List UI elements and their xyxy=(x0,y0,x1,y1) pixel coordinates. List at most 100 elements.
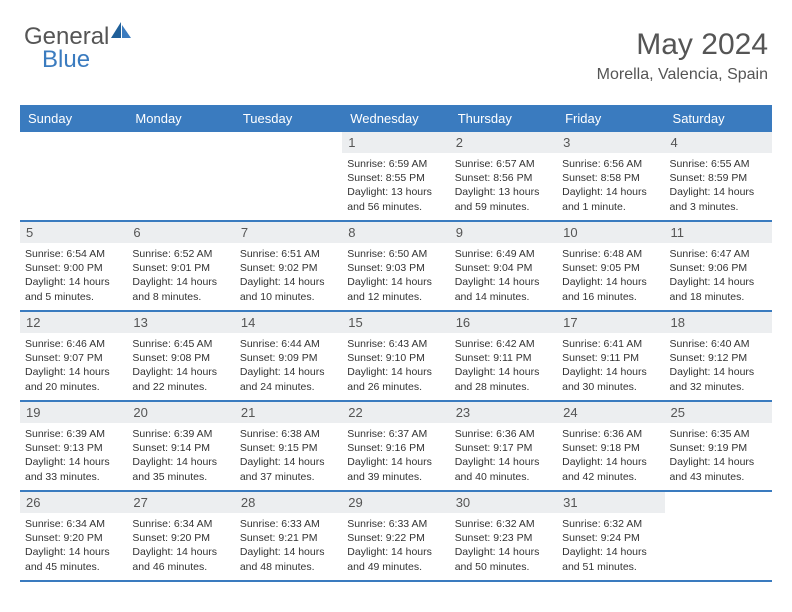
sunrise-text: Sunrise: 6:34 AM xyxy=(25,517,122,531)
sunset-text: Sunset: 9:14 PM xyxy=(132,441,229,455)
day-cell: 12Sunrise: 6:46 AMSunset: 9:07 PMDayligh… xyxy=(20,312,127,400)
sunset-text: Sunset: 9:04 PM xyxy=(455,261,552,275)
weekday-header: Monday xyxy=(127,105,234,132)
day-body: Sunrise: 6:32 AMSunset: 9:23 PMDaylight:… xyxy=(450,513,557,580)
day-body: Sunrise: 6:34 AMSunset: 9:20 PMDaylight:… xyxy=(127,513,234,580)
location-text: Morella, Valencia, Spain xyxy=(597,66,768,84)
day-number: 12 xyxy=(20,312,127,333)
daylight-text: Daylight: 14 hours and 49 minutes. xyxy=(347,545,444,573)
sunrise-text: Sunrise: 6:47 AM xyxy=(670,247,767,261)
day-cell: 28Sunrise: 6:33 AMSunset: 9:21 PMDayligh… xyxy=(235,492,342,580)
sunrise-text: Sunrise: 6:56 AM xyxy=(562,157,659,171)
day-body: Sunrise: 6:51 AMSunset: 9:02 PMDaylight:… xyxy=(235,243,342,310)
sunrise-text: Sunrise: 6:51 AM xyxy=(240,247,337,261)
sunrise-text: Sunrise: 6:41 AM xyxy=(562,337,659,351)
daylight-text: Daylight: 14 hours and 42 minutes. xyxy=(562,455,659,483)
page-header: May 2024 Morella, Valencia, Spain xyxy=(597,28,768,84)
daylight-text: Daylight: 14 hours and 26 minutes. xyxy=(347,365,444,393)
sunset-text: Sunset: 9:00 PM xyxy=(25,261,122,275)
sunrise-text: Sunrise: 6:39 AM xyxy=(25,427,122,441)
week-row: 26Sunrise: 6:34 AMSunset: 9:20 PMDayligh… xyxy=(20,492,772,582)
week-row: 1Sunrise: 6:59 AMSunset: 8:55 PMDaylight… xyxy=(20,132,772,222)
day-cell: 19Sunrise: 6:39 AMSunset: 9:13 PMDayligh… xyxy=(20,402,127,490)
day-cell: 1Sunrise: 6:59 AMSunset: 8:55 PMDaylight… xyxy=(342,132,449,220)
daylight-text: Daylight: 14 hours and 48 minutes. xyxy=(240,545,337,573)
day-number: 23 xyxy=(450,402,557,423)
sunset-text: Sunset: 9:08 PM xyxy=(132,351,229,365)
sunrise-text: Sunrise: 6:44 AM xyxy=(240,337,337,351)
sunset-text: Sunset: 8:58 PM xyxy=(562,171,659,185)
week-row: 5Sunrise: 6:54 AMSunset: 9:00 PMDaylight… xyxy=(20,222,772,312)
day-cell xyxy=(20,132,127,220)
day-cell: 7Sunrise: 6:51 AMSunset: 9:02 PMDaylight… xyxy=(235,222,342,310)
daylight-text: Daylight: 14 hours and 12 minutes. xyxy=(347,275,444,303)
daylight-text: Daylight: 14 hours and 28 minutes. xyxy=(455,365,552,393)
day-body: Sunrise: 6:56 AMSunset: 8:58 PMDaylight:… xyxy=(557,153,664,220)
sunrise-text: Sunrise: 6:57 AM xyxy=(455,157,552,171)
daylight-text: Daylight: 13 hours and 56 minutes. xyxy=(347,185,444,213)
day-body: Sunrise: 6:40 AMSunset: 9:12 PMDaylight:… xyxy=(665,333,772,400)
day-cell: 27Sunrise: 6:34 AMSunset: 9:20 PMDayligh… xyxy=(127,492,234,580)
day-cell: 3Sunrise: 6:56 AMSunset: 8:58 PMDaylight… xyxy=(557,132,664,220)
weekday-header: Friday xyxy=(557,105,664,132)
sunrise-text: Sunrise: 6:54 AM xyxy=(25,247,122,261)
day-cell: 22Sunrise: 6:37 AMSunset: 9:16 PMDayligh… xyxy=(342,402,449,490)
month-title: May 2024 xyxy=(597,28,768,62)
day-number: 24 xyxy=(557,402,664,423)
day-number: 28 xyxy=(235,492,342,513)
sunrise-text: Sunrise: 6:52 AM xyxy=(132,247,229,261)
day-number: 10 xyxy=(557,222,664,243)
day-cell: 8Sunrise: 6:50 AMSunset: 9:03 PMDaylight… xyxy=(342,222,449,310)
sunset-text: Sunset: 9:24 PM xyxy=(562,531,659,545)
sunset-text: Sunset: 9:11 PM xyxy=(455,351,552,365)
daylight-text: Daylight: 14 hours and 33 minutes. xyxy=(25,455,122,483)
day-number: 7 xyxy=(235,222,342,243)
daylight-text: Daylight: 14 hours and 43 minutes. xyxy=(670,455,767,483)
day-body: Sunrise: 6:36 AMSunset: 9:18 PMDaylight:… xyxy=(557,423,664,490)
day-number: 9 xyxy=(450,222,557,243)
day-cell: 5Sunrise: 6:54 AMSunset: 9:00 PMDaylight… xyxy=(20,222,127,310)
day-number: 15 xyxy=(342,312,449,333)
day-body: Sunrise: 6:39 AMSunset: 9:14 PMDaylight:… xyxy=(127,423,234,490)
sunset-text: Sunset: 9:16 PM xyxy=(347,441,444,455)
day-body: Sunrise: 6:43 AMSunset: 9:10 PMDaylight:… xyxy=(342,333,449,400)
sunset-text: Sunset: 9:09 PM xyxy=(240,351,337,365)
day-number: 2 xyxy=(450,132,557,153)
day-cell: 31Sunrise: 6:32 AMSunset: 9:24 PMDayligh… xyxy=(557,492,664,580)
sunset-text: Sunset: 9:21 PM xyxy=(240,531,337,545)
daylight-text: Daylight: 14 hours and 39 minutes. xyxy=(347,455,444,483)
day-cell: 21Sunrise: 6:38 AMSunset: 9:15 PMDayligh… xyxy=(235,402,342,490)
day-body: Sunrise: 6:52 AMSunset: 9:01 PMDaylight:… xyxy=(127,243,234,310)
weekday-header: Sunday xyxy=(20,105,127,132)
sunset-text: Sunset: 9:11 PM xyxy=(562,351,659,365)
sunset-text: Sunset: 9:13 PM xyxy=(25,441,122,455)
day-body: Sunrise: 6:42 AMSunset: 9:11 PMDaylight:… xyxy=(450,333,557,400)
sunrise-text: Sunrise: 6:35 AM xyxy=(670,427,767,441)
day-cell: 25Sunrise: 6:35 AMSunset: 9:19 PMDayligh… xyxy=(665,402,772,490)
day-cell: 24Sunrise: 6:36 AMSunset: 9:18 PMDayligh… xyxy=(557,402,664,490)
day-cell: 29Sunrise: 6:33 AMSunset: 9:22 PMDayligh… xyxy=(342,492,449,580)
day-cell: 13Sunrise: 6:45 AMSunset: 9:08 PMDayligh… xyxy=(127,312,234,400)
day-body: Sunrise: 6:34 AMSunset: 9:20 PMDaylight:… xyxy=(20,513,127,580)
day-number: 14 xyxy=(235,312,342,333)
day-cell: 11Sunrise: 6:47 AMSunset: 9:06 PMDayligh… xyxy=(665,222,772,310)
day-body: Sunrise: 6:41 AMSunset: 9:11 PMDaylight:… xyxy=(557,333,664,400)
daylight-text: Daylight: 14 hours and 32 minutes. xyxy=(670,365,767,393)
day-cell: 20Sunrise: 6:39 AMSunset: 9:14 PMDayligh… xyxy=(127,402,234,490)
sunset-text: Sunset: 9:20 PM xyxy=(25,531,122,545)
sunrise-text: Sunrise: 6:55 AM xyxy=(670,157,767,171)
day-number xyxy=(665,492,772,498)
sunset-text: Sunset: 9:20 PM xyxy=(132,531,229,545)
sunrise-text: Sunrise: 6:39 AM xyxy=(132,427,229,441)
sunset-text: Sunset: 9:01 PM xyxy=(132,261,229,275)
sunrise-text: Sunrise: 6:38 AM xyxy=(240,427,337,441)
day-number: 3 xyxy=(557,132,664,153)
daylight-text: Daylight: 14 hours and 20 minutes. xyxy=(25,365,122,393)
daylight-text: Daylight: 14 hours and 16 minutes. xyxy=(562,275,659,303)
weekday-header: Tuesday xyxy=(235,105,342,132)
day-number: 22 xyxy=(342,402,449,423)
sunset-text: Sunset: 9:18 PM xyxy=(562,441,659,455)
day-body: Sunrise: 6:49 AMSunset: 9:04 PMDaylight:… xyxy=(450,243,557,310)
day-number: 8 xyxy=(342,222,449,243)
sunrise-text: Sunrise: 6:33 AM xyxy=(347,517,444,531)
